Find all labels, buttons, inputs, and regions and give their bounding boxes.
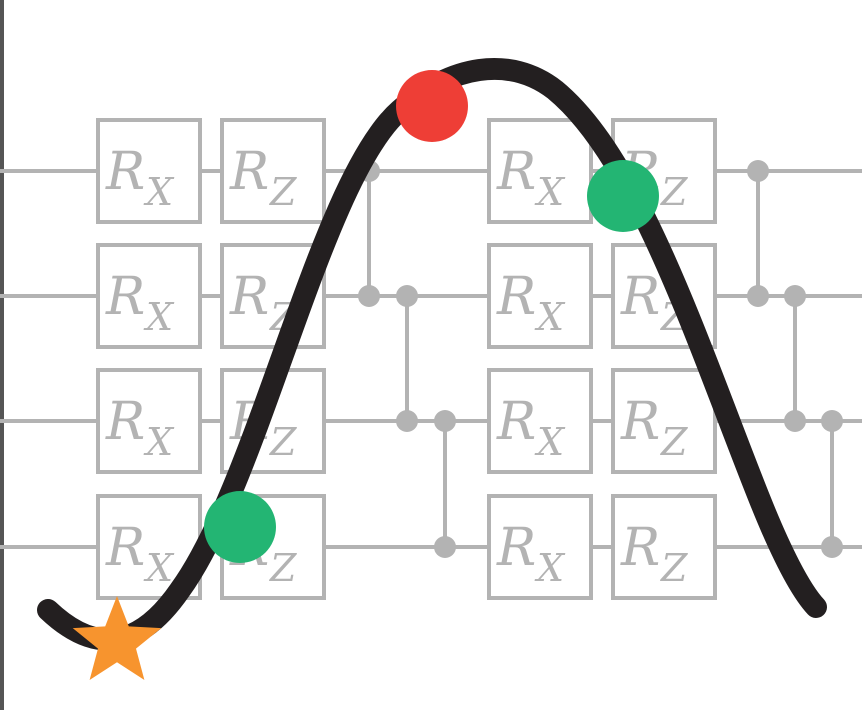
gate-box [487, 368, 593, 474]
start-star-marker [72, 596, 162, 680]
gate-label-sub: Z [660, 546, 688, 590]
gate-box [96, 243, 202, 349]
gate-box [220, 118, 326, 224]
gate-label-sub: Z [269, 420, 297, 464]
gate-box [611, 494, 717, 600]
gate-label-main: R [620, 392, 660, 452]
gate-label-main: R [229, 267, 269, 327]
gate-label-sub: Z [660, 170, 688, 214]
gate-label-sub: X [534, 295, 566, 339]
circuit-wires [0, 169, 862, 549]
gate-box [487, 494, 593, 600]
green-dot-marker-lower [204, 491, 276, 563]
gate-box [96, 368, 202, 474]
gate-label-main: R [496, 392, 536, 452]
cz-gate-1-2-b [747, 160, 769, 307]
cz-gate-2-3-a [396, 285, 418, 432]
control-dot [396, 285, 418, 307]
optimization-markers [72, 70, 659, 680]
gate-label-main: R [496, 142, 536, 202]
control-dot [747, 160, 769, 182]
control-dot [784, 410, 806, 432]
control-dot [821, 536, 843, 558]
gate-label-main: R [496, 518, 536, 578]
gate-label-sub: Z [269, 170, 297, 214]
cz-gate-2-3-b [784, 285, 806, 432]
gate-label-main: R [105, 267, 145, 327]
control-dot [747, 285, 769, 307]
gate-box [611, 368, 717, 474]
gate-label-main: R [620, 518, 660, 578]
control-dot [821, 410, 843, 432]
gate-label-sub: X [534, 420, 566, 464]
gate-label-sub: X [143, 420, 175, 464]
control-dot [396, 410, 418, 432]
gate-box [487, 118, 593, 224]
control-dot [784, 285, 806, 307]
gate-label-sub: X [143, 170, 175, 214]
control-dot [358, 285, 380, 307]
gate-box [96, 118, 202, 224]
gate-label-sub: Z [660, 420, 688, 464]
green-dot-marker-upper [587, 160, 659, 232]
gate-label-main: R [620, 267, 660, 327]
gate-label-sub: X [534, 170, 566, 214]
left-border [0, 0, 4, 710]
gate-box [487, 243, 593, 349]
gate-label-main: R [496, 267, 536, 327]
gate-label-sub: Z [269, 546, 297, 590]
gate-label-main: R [105, 392, 145, 452]
gate-label-sub: X [143, 546, 175, 590]
gate-label-main: R [105, 518, 145, 578]
control-dot [434, 536, 456, 558]
gate-label-main: R [105, 142, 145, 202]
cz-gate-3-4-a [434, 410, 456, 558]
cost-landscape-curve [37, 58, 827, 651]
red-dot-marker [396, 70, 468, 142]
gate-label-sub: X [143, 295, 175, 339]
gate-label-sub: X [534, 546, 566, 590]
control-dot [434, 410, 456, 432]
gate-label-main: R [229, 142, 269, 202]
cz-gate-3-4-b [821, 410, 843, 558]
